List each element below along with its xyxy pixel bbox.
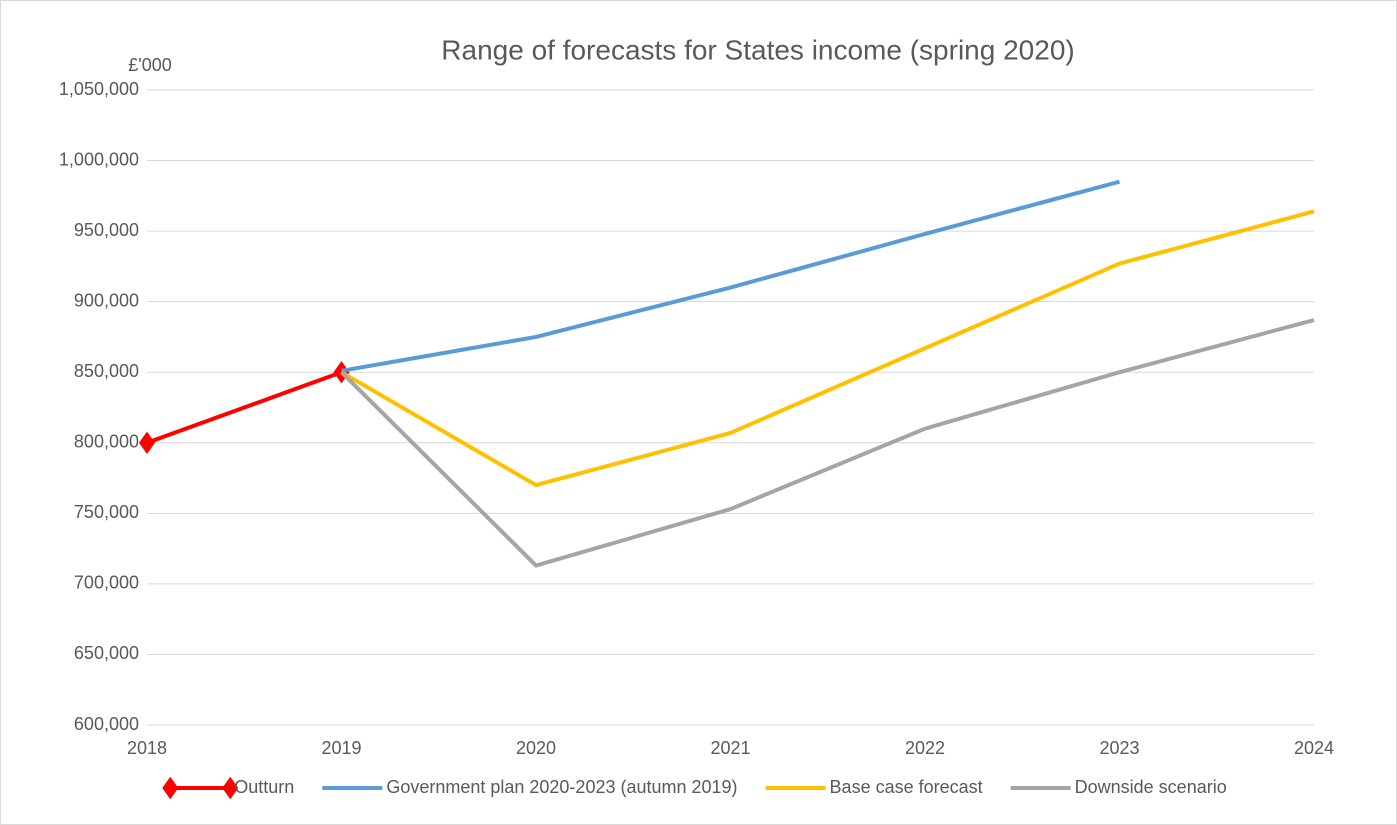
- y-tick-label: 1,050,000: [59, 79, 139, 99]
- x-tick-label: 2019: [321, 738, 361, 758]
- legend-item: Downside scenario: [1010, 777, 1227, 797]
- x-tick-label: 2018: [127, 738, 167, 758]
- y-tick-label: 850,000: [74, 361, 139, 381]
- y-tick-label: 700,000: [74, 573, 139, 593]
- series-line: [340, 318, 1315, 568]
- y-tick-label: 650,000: [74, 643, 139, 663]
- y-tick-label: 750,000: [74, 502, 139, 522]
- y-tick-label: 800,000: [74, 432, 139, 452]
- legend-label: Outturn: [234, 777, 294, 797]
- legend-label: Government plan 2020-2023 (autumn 2019): [386, 777, 737, 797]
- y-tick-label: 600,000: [74, 714, 139, 734]
- legend-marker: [162, 776, 179, 800]
- chart-title: Range of forecasts for States income (sp…: [441, 34, 1074, 65]
- series-line: [146, 370, 343, 445]
- series-line: [341, 179, 1121, 373]
- legend-label: Downside scenario: [1075, 777, 1227, 797]
- legend-item: Outturn: [162, 776, 294, 800]
- y-tick-label: 1,000,000: [59, 149, 139, 169]
- legend-item: Base case forecast: [765, 777, 983, 797]
- x-tick-label: 2023: [1099, 738, 1139, 758]
- legend-marker: [222, 776, 239, 800]
- y-unit-label: £'000: [128, 55, 171, 75]
- legend-label: Base case forecast: [830, 777, 983, 797]
- y-tick-label: 900,000: [74, 290, 139, 310]
- legend-item: Government plan 2020-2023 (autumn 2019): [322, 777, 738, 797]
- point-marker: [139, 431, 155, 454]
- x-tick-label: 2020: [516, 738, 556, 758]
- x-tick-label: 2024: [1294, 738, 1334, 758]
- x-tick-label: 2021: [710, 738, 750, 758]
- y-tick-label: 950,000: [74, 220, 139, 240]
- x-tick-label: 2022: [905, 738, 945, 758]
- series-line: [340, 209, 1315, 488]
